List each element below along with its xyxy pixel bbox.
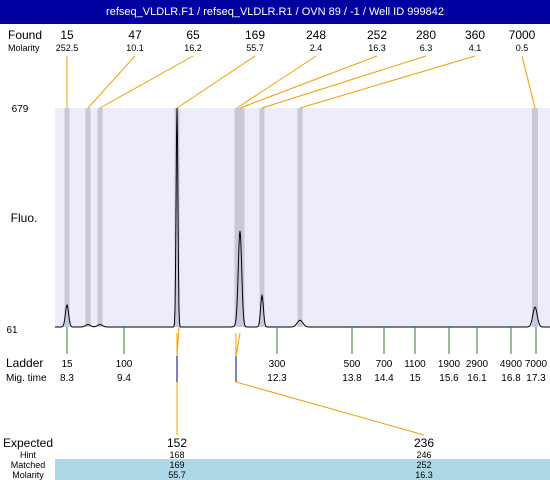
found-connector xyxy=(87,55,136,109)
chart-title: refseq_VLDLR.F1 / refseq_VLDLR.R1 / OVN … xyxy=(0,0,550,24)
expected-connector xyxy=(176,326,180,357)
ladder-time-label: 15 xyxy=(409,373,421,384)
molarity-label: Molarity xyxy=(8,43,40,53)
found-connector xyxy=(239,55,378,109)
found-molarity-label: 4.1 xyxy=(469,43,482,53)
found-molarity-label: 2.4 xyxy=(310,43,323,53)
found-size-label: 65 xyxy=(186,28,200,42)
ladder-time-label: 16.1 xyxy=(467,373,487,384)
y-tick-label: 61 xyxy=(6,325,18,336)
fluorescence-trace xyxy=(55,107,550,328)
found-size-label: 360 xyxy=(465,28,485,42)
found-molarity-label: 16.3 xyxy=(368,43,386,53)
ladder-size-label: 2900 xyxy=(466,359,489,370)
ladder-time-label: 15.6 xyxy=(439,373,459,384)
found-connector xyxy=(261,55,427,109)
matched-value: 169 xyxy=(169,460,184,470)
ladder-size-label: 1900 xyxy=(438,359,461,370)
peak-band xyxy=(532,108,538,327)
ladder-size-label: 4900 xyxy=(500,359,523,370)
expected-value: 236 xyxy=(414,436,434,450)
ladder-size-label: 500 xyxy=(344,359,361,370)
hint-value: 168 xyxy=(169,450,184,460)
peak-band xyxy=(174,108,180,327)
found-size-label: 169 xyxy=(245,28,265,42)
ladder-time-label: 14.4 xyxy=(374,373,394,384)
found-molarity-label: 252.5 xyxy=(56,43,79,53)
ladder-size-label: 7000 xyxy=(525,359,548,370)
found-size-label: 15 xyxy=(60,28,74,42)
found-molarity-label: 0.5 xyxy=(516,43,529,53)
peak-band xyxy=(259,108,265,327)
matched-label: Matched xyxy=(11,460,46,470)
molarity-value: 55.7 xyxy=(168,470,186,480)
ladder-time-label: 8.3 xyxy=(60,373,74,384)
ladder-time-label: 13.8 xyxy=(342,373,362,384)
found-connector xyxy=(99,55,194,109)
molarity-row-highlight xyxy=(55,470,550,480)
found-label: Found xyxy=(8,28,42,42)
peak-band xyxy=(297,108,303,327)
found-size-label: 7000 xyxy=(509,28,536,42)
expected-value: 152 xyxy=(167,436,187,450)
y-axis-label: Fluo. xyxy=(11,211,38,225)
expected-connector xyxy=(235,381,425,436)
ladder-label: Ladder xyxy=(6,356,43,370)
found-molarity-label: 6.3 xyxy=(420,43,433,53)
ladder-size-label: 15 xyxy=(61,359,73,370)
y-tick-label: 679 xyxy=(12,104,29,115)
hint-label: Hint xyxy=(20,450,37,460)
ladder-time-label: 12.3 xyxy=(267,373,287,384)
found-size-label: 47 xyxy=(128,28,142,42)
peak-band xyxy=(97,108,103,327)
found-connector xyxy=(299,55,476,109)
expected-connector xyxy=(235,332,241,357)
ladder-time-label: 16.8 xyxy=(501,373,521,384)
found-molarity-label: 55.7 xyxy=(246,43,264,53)
found-connector xyxy=(236,55,317,109)
found-connector xyxy=(521,55,536,109)
peak-band xyxy=(85,108,91,327)
molarity-value: 16.3 xyxy=(415,470,433,480)
ladder-time-label: 9.4 xyxy=(117,373,131,384)
peak-band xyxy=(64,108,70,327)
matched-value: 252 xyxy=(416,460,431,470)
expected-label: Expected xyxy=(3,436,53,450)
found-size-label: 280 xyxy=(416,28,436,42)
ladder-size-label: 100 xyxy=(116,359,133,370)
ladder-time-label: 17.3 xyxy=(526,373,546,384)
hint-value: 246 xyxy=(416,450,431,460)
ladder-size-label: 1100 xyxy=(404,359,426,370)
peak-band xyxy=(234,108,245,327)
ladder-size-label: 700 xyxy=(376,359,393,370)
molarity-label-bottom: Molarity xyxy=(12,470,44,480)
found-size-label: 252 xyxy=(367,28,387,42)
ladder-size-label: 300 xyxy=(269,359,286,370)
found-molarity-label: 16.2 xyxy=(184,43,202,53)
matched-row-highlight xyxy=(55,459,550,470)
found-molarity-label: 10.1 xyxy=(126,43,144,53)
found-connector xyxy=(176,55,256,109)
found-size-label: 248 xyxy=(306,28,326,42)
mig-time-label: Mig. time xyxy=(6,373,47,384)
